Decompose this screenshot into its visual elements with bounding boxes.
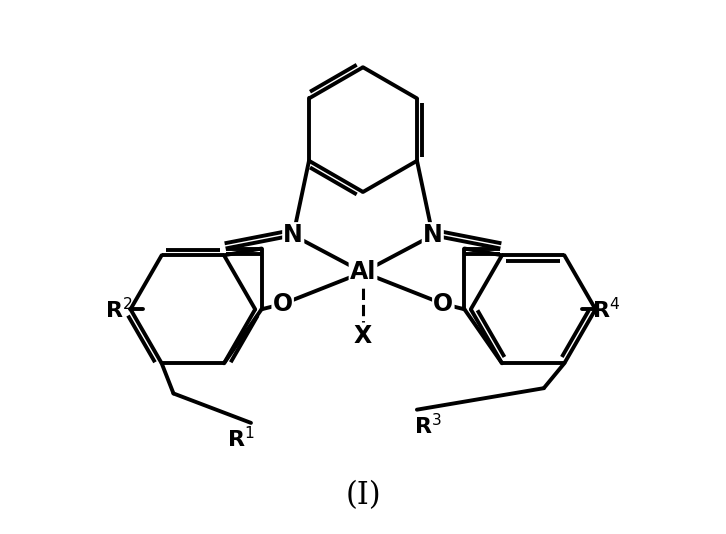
Text: R$^3$: R$^3$ [414,413,441,438]
Text: O: O [273,292,293,316]
Text: X: X [354,324,372,348]
Text: Al: Al [350,260,376,284]
Text: N: N [423,223,443,247]
Text: R$^4$: R$^4$ [592,297,620,322]
Text: O: O [433,292,453,316]
Text: N: N [283,223,303,247]
Text: (I): (I) [345,480,381,511]
Text: R$^1$: R$^1$ [227,426,254,451]
Text: R$^2$: R$^2$ [105,297,133,322]
